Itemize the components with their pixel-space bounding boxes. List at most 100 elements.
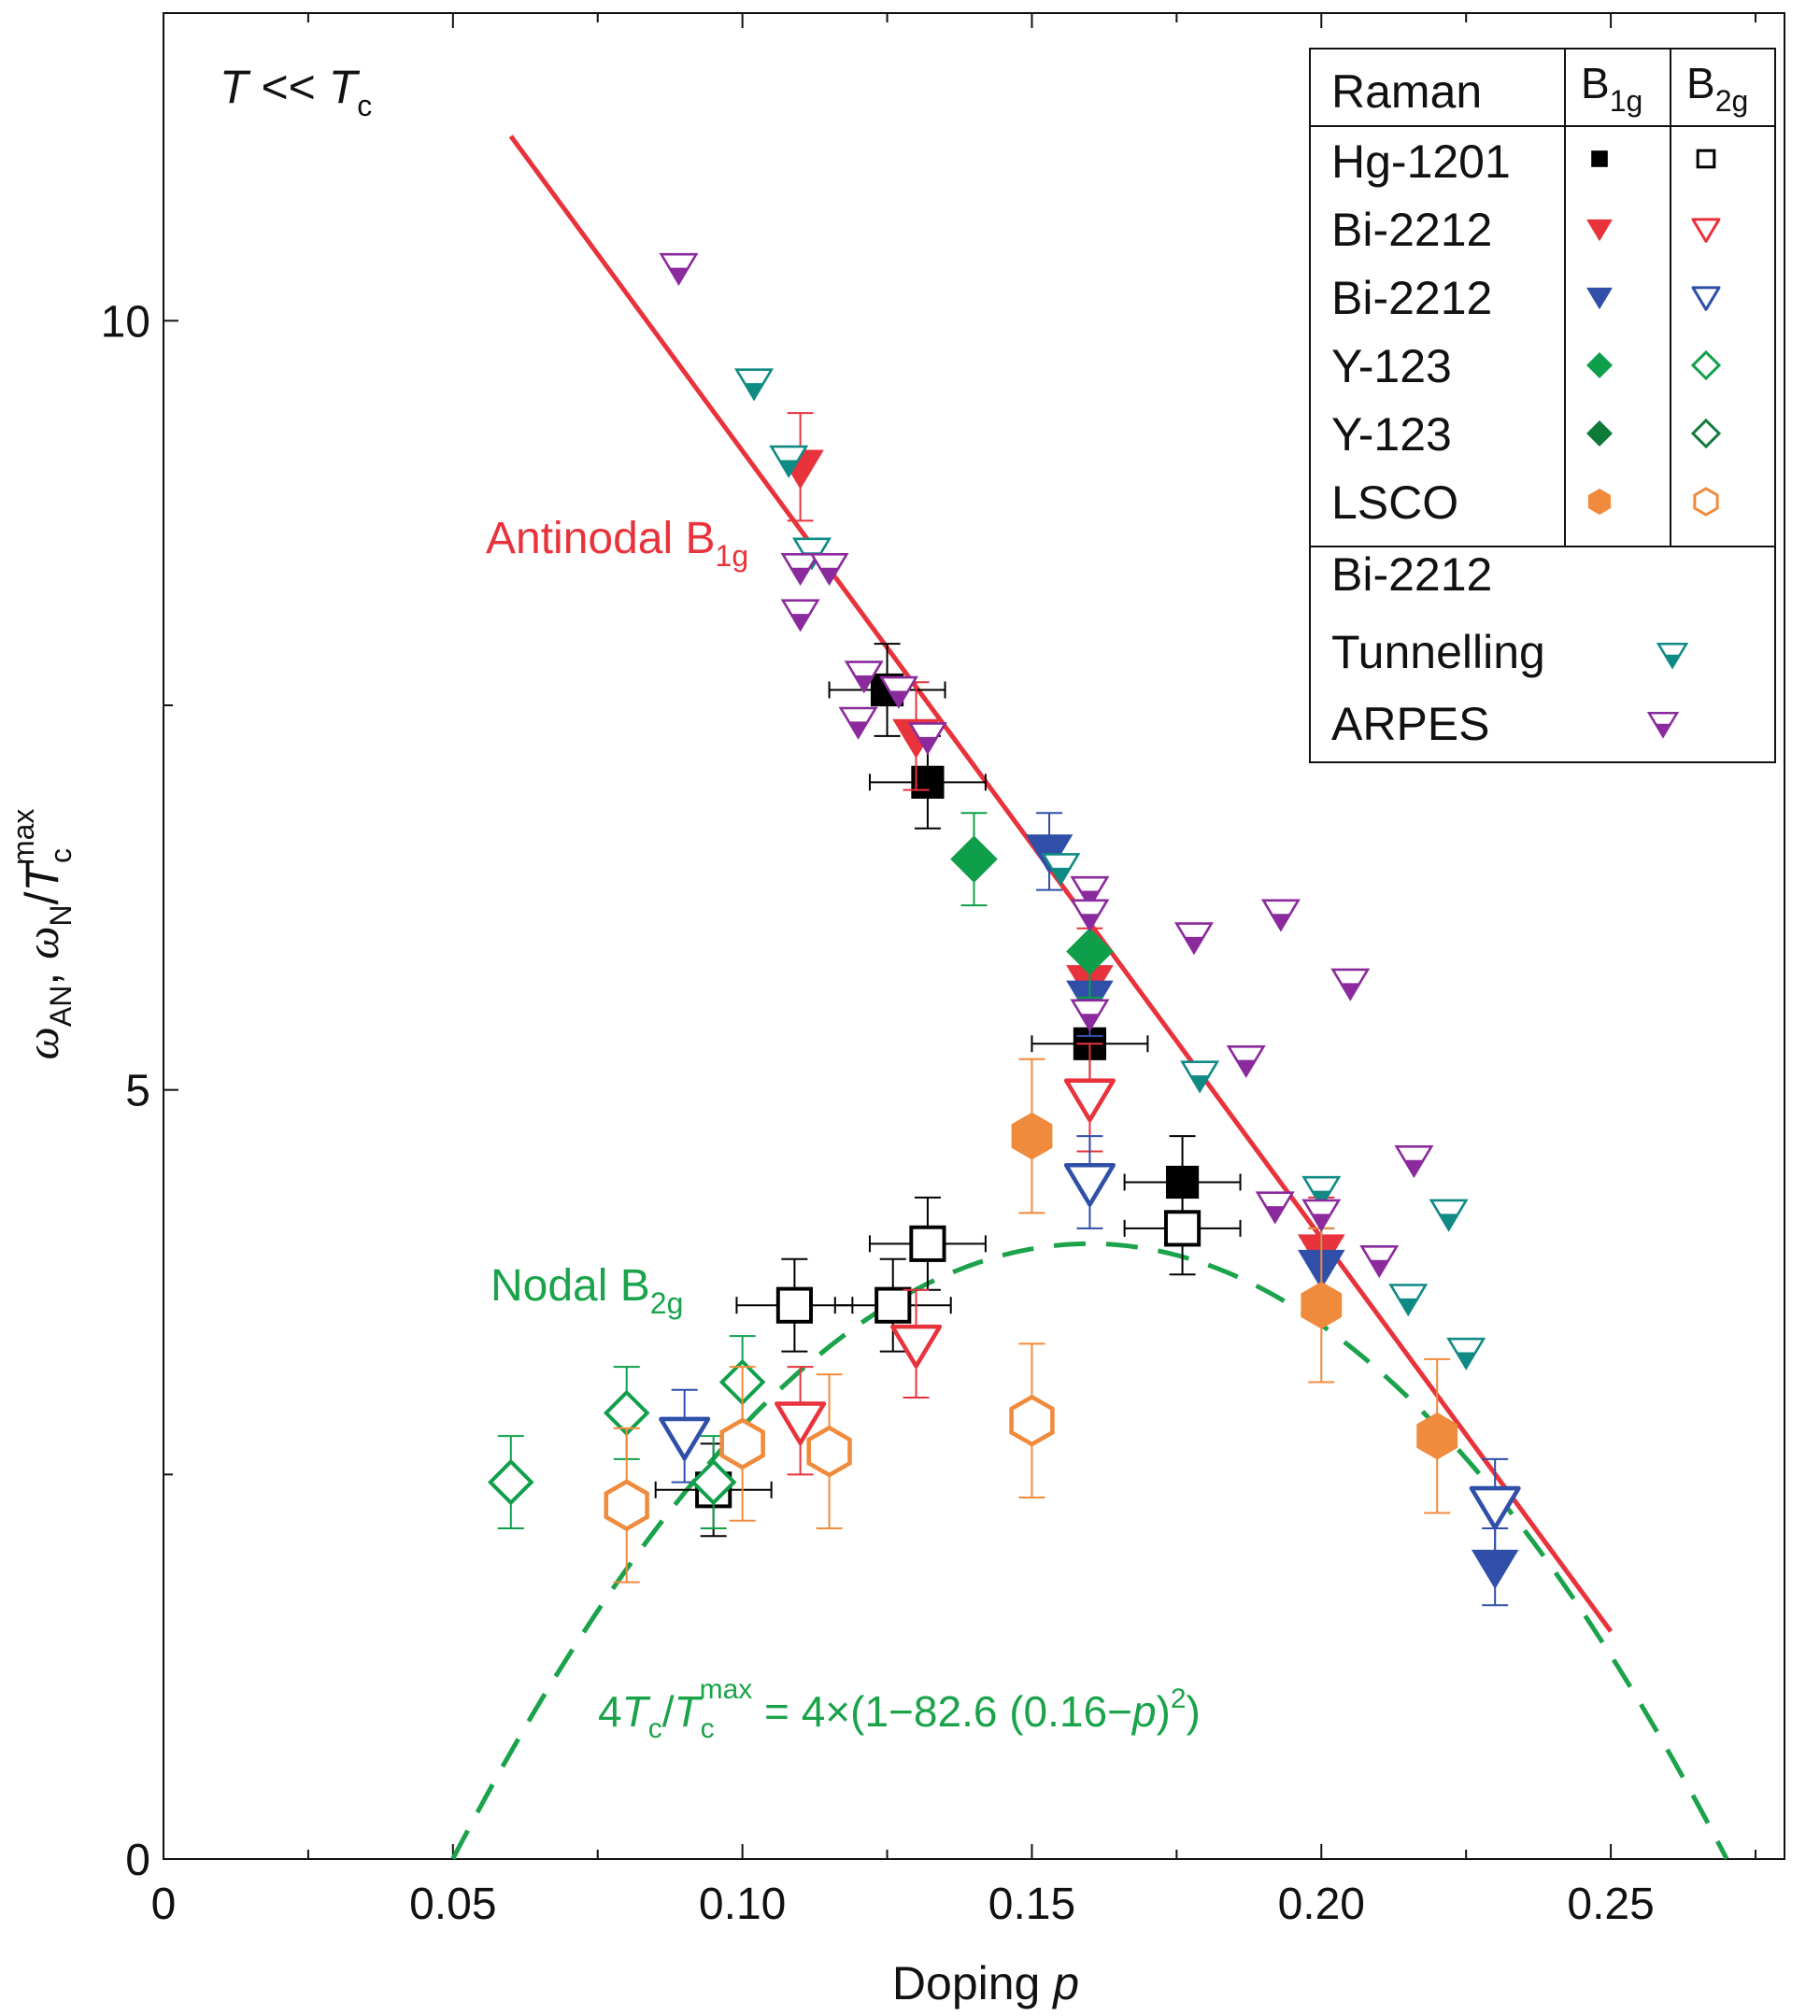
data-point-fill — [889, 690, 909, 707]
data-point-fill — [1312, 1214, 1331, 1230]
legend-row-label: Hg-1201 — [1331, 135, 1511, 188]
legend-other-header: Bi-2212 — [1331, 548, 1492, 601]
y-tick-label: 10 — [101, 297, 150, 347]
data-point-fill — [669, 267, 689, 284]
legend-marker-tunnelling-fill — [1664, 654, 1681, 668]
plot-frame — [163, 12, 1785, 1860]
data-point-fill — [1051, 867, 1071, 884]
data-point-fill — [1080, 914, 1100, 930]
legend-marker-b2g — [1690, 349, 1722, 381]
legend: Raman B1g B2g Hg-1201 Bi-2212 Bi-2212 Y-… — [1309, 48, 1776, 763]
data-point-fill — [848, 721, 868, 738]
data-point-fill — [1184, 936, 1204, 953]
data-point — [1301, 1281, 1343, 1329]
y-tick-label: 0 — [125, 1836, 150, 1885]
legend-markers — [1586, 149, 1722, 739]
data-point — [603, 1389, 650, 1437]
data-point-fill — [1439, 1214, 1458, 1230]
legend-row-label: LSCO — [1331, 476, 1458, 529]
data-point-fill — [917, 736, 938, 753]
legend-b2g-header: B2g — [1686, 59, 1748, 118]
condition-label: T << Tc — [220, 61, 372, 122]
series-bi-2212-b2g-red — [775, 1043, 1116, 1476]
legend-tunnelling-label: Tunnelling — [1331, 626, 1545, 678]
legend-raman-header: Raman — [1331, 65, 1482, 118]
data-point — [690, 1458, 737, 1506]
data-point-fill — [819, 567, 839, 584]
x-tick-label: 0.05 — [409, 1880, 496, 1929]
data-point — [659, 1416, 711, 1461]
legend-row-label: Bi-2212 — [1331, 204, 1492, 256]
legend-marker-b1g — [1587, 489, 1612, 515]
legend-marker-b2g — [1696, 149, 1716, 169]
x-tick-label: 0.20 — [1278, 1880, 1365, 1929]
data-point — [874, 1286, 912, 1324]
data-point-fill — [1236, 1059, 1256, 1076]
data-point-fill — [1190, 1075, 1210, 1091]
data-point-fill — [1080, 1014, 1100, 1030]
data-point — [487, 1458, 534, 1506]
data-point-fill — [779, 460, 799, 476]
data-point — [719, 1417, 765, 1470]
data-points — [487, 252, 1521, 1607]
data-point — [775, 1401, 827, 1446]
x-tick-label: 0.15 — [988, 1880, 1075, 1929]
data-point-fill — [1404, 1159, 1424, 1176]
data-point — [806, 1425, 852, 1478]
data-point-fill — [854, 675, 874, 691]
x-tick-label: 0.25 — [1567, 1880, 1654, 1929]
data-point-fill — [790, 567, 810, 584]
data-point — [909, 1225, 946, 1262]
data-point-fill — [1341, 983, 1360, 1000]
data-point — [950, 835, 998, 883]
data-point-fill — [790, 614, 810, 630]
x-axis-title: Doping p — [892, 1957, 1079, 2009]
legend-row-label: Bi-2212 — [1331, 272, 1492, 324]
legend-marker-arpes-fill — [1655, 723, 1671, 737]
data-point — [1163, 1210, 1201, 1247]
data-point-fill — [1271, 914, 1290, 930]
series-arpes — [659, 252, 1434, 1279]
y-axis-title: ωAN, ωN/Tcmax — [7, 809, 78, 1060]
data-point — [1066, 928, 1114, 975]
legend-marker-b2g — [1691, 286, 1721, 311]
axes-frame: 0 0.05 0.10 0.15 0.20 0.25 0 5 10 — [101, 12, 1785, 1929]
legend-marker-b1g — [1586, 219, 1613, 242]
data-point-fill — [1370, 1259, 1389, 1276]
legend-arpes-label: ARPES — [1331, 698, 1490, 750]
legend-marker-b2g — [1691, 218, 1721, 243]
data-point — [1011, 1112, 1053, 1160]
data-point — [889, 1324, 943, 1369]
data-point — [775, 1286, 813, 1324]
legend-row-label: Y-123 — [1331, 340, 1452, 392]
data-point-fill — [1080, 890, 1100, 907]
antinodal-annotation: Antinodal B1g — [486, 514, 748, 573]
legend-marker-b1g — [1591, 150, 1608, 167]
data-point-fill — [1312, 1190, 1331, 1207]
series-bi-2212-b2g-blue — [659, 1135, 1521, 1553]
data-point-fill — [1457, 1352, 1476, 1369]
data-point — [604, 1479, 649, 1532]
legend-marker-b2g — [1693, 487, 1719, 517]
data-point — [1416, 1412, 1458, 1460]
nodal-dome-curve — [450, 1241, 1729, 1860]
nodal-annotation: Nodal B2g — [491, 1261, 683, 1320]
legend-marker-b1g — [1586, 352, 1613, 378]
series-lsco-b1g — [1011, 1058, 1458, 1514]
data-point — [1469, 1485, 1521, 1530]
y-tick-label: 5 — [125, 1067, 150, 1116]
legend-row-label: Y-123 — [1331, 408, 1452, 461]
data-point — [1063, 1078, 1116, 1123]
x-tick-label: 0.10 — [699, 1880, 786, 1929]
data-point-fill — [744, 383, 764, 399]
series-lsco-b2g — [604, 1342, 1055, 1583]
x-tick-label: 0 — [151, 1880, 177, 1929]
data-point — [1063, 1162, 1116, 1207]
data-point — [1009, 1394, 1055, 1447]
legend-marker-b1g — [1586, 287, 1613, 310]
legend-marker-b2g — [1690, 418, 1722, 449]
data-point-fill — [1265, 1206, 1285, 1222]
data-point — [1471, 1549, 1519, 1590]
data-point-fill — [1399, 1298, 1418, 1314]
